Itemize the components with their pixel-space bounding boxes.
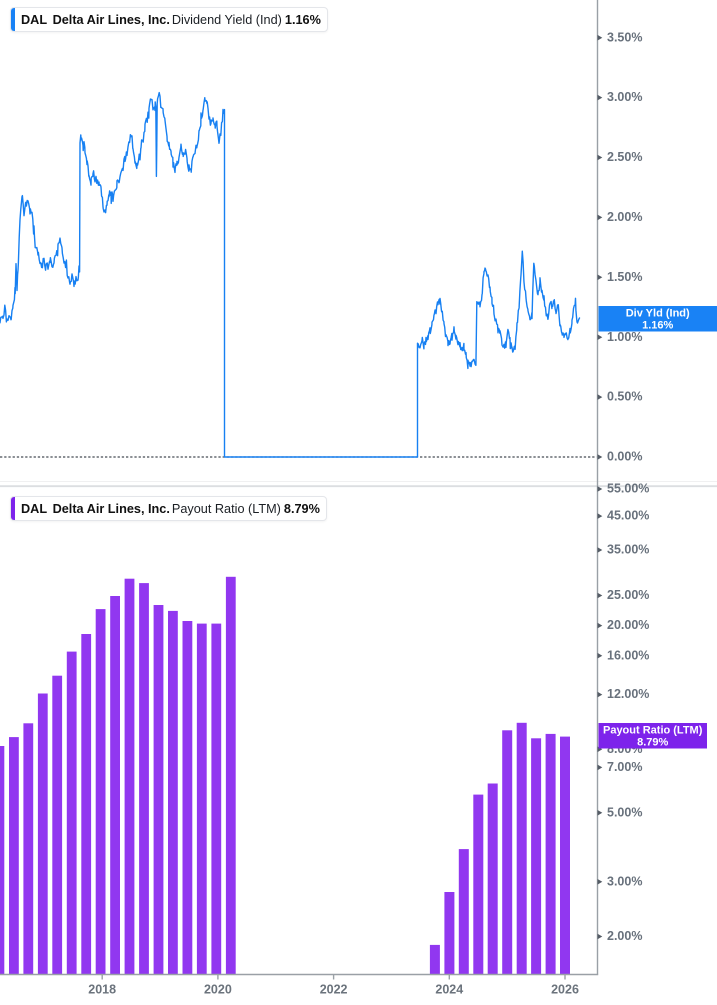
svg-text:3.50%: 3.50% — [607, 30, 642, 44]
svg-text:3.00%: 3.00% — [607, 90, 642, 104]
svg-text:0.00%: 0.00% — [607, 450, 642, 464]
svg-text:2018: 2018 — [88, 983, 116, 997]
svg-text:1.00%: 1.00% — [607, 330, 642, 344]
svg-text:2022: 2022 — [320, 983, 348, 997]
svg-text:1.50%: 1.50% — [607, 270, 642, 284]
svg-text:2.00%: 2.00% — [607, 210, 642, 224]
svg-text:7.00%: 7.00% — [607, 760, 642, 774]
svg-text:25.00%: 25.00% — [607, 588, 649, 602]
svg-text:3.00%: 3.00% — [607, 874, 642, 888]
svg-text:2026: 2026 — [551, 983, 579, 997]
svg-text:0.50%: 0.50% — [607, 390, 642, 404]
svg-text:20.00%: 20.00% — [607, 618, 649, 632]
svg-text:35.00%: 35.00% — [607, 543, 649, 557]
svg-text:2024: 2024 — [435, 983, 463, 997]
svg-text:5.00%: 5.00% — [607, 805, 642, 819]
svg-text:2.50%: 2.50% — [607, 150, 642, 164]
svg-text:16.00%: 16.00% — [607, 648, 649, 662]
svg-text:1.16%: 1.16% — [642, 320, 673, 332]
svg-text:Div Yld (Ind): Div Yld (Ind) — [626, 308, 690, 320]
svg-text:2.00%: 2.00% — [607, 929, 642, 943]
svg-text:Payout Ratio (LTM): Payout Ratio (LTM) — [603, 725, 703, 737]
svg-text:2020: 2020 — [204, 983, 232, 997]
svg-text:12.00%: 12.00% — [607, 687, 649, 701]
svg-text:8.79%: 8.79% — [637, 737, 668, 749]
svg-text:45.00%: 45.00% — [607, 509, 649, 523]
svg-text:55.00%: 55.00% — [607, 482, 649, 496]
